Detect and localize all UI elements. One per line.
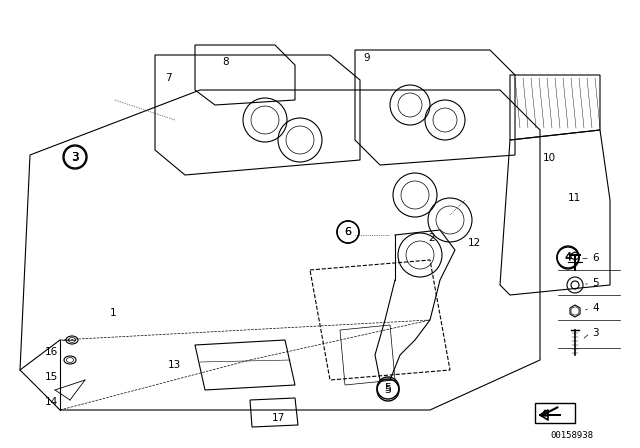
Text: 3: 3 [71,151,79,164]
Text: 6: 6 [592,253,598,263]
Text: 17: 17 [272,413,285,423]
Text: 9: 9 [363,53,370,63]
Text: 5: 5 [385,385,392,395]
Text: 10: 10 [543,153,556,163]
Text: 4: 4 [564,252,572,262]
Text: 8: 8 [222,57,228,67]
Text: 13: 13 [168,360,181,370]
Text: 4: 4 [592,303,598,313]
Text: 5: 5 [385,383,392,393]
Text: 4: 4 [564,253,572,263]
Text: 3: 3 [72,152,79,162]
Text: 5: 5 [592,278,598,288]
Text: 14: 14 [45,397,58,407]
Text: 1: 1 [110,308,116,318]
Text: 11: 11 [568,193,581,203]
Text: 6: 6 [344,227,351,237]
Text: 12: 12 [468,238,481,248]
Text: 15: 15 [45,372,58,382]
Text: 16: 16 [45,347,58,357]
Text: 6: 6 [344,227,351,237]
Text: 3: 3 [592,328,598,338]
Text: 7: 7 [165,73,172,83]
Text: 00158938: 00158938 [550,431,593,439]
Text: 2: 2 [428,233,435,243]
